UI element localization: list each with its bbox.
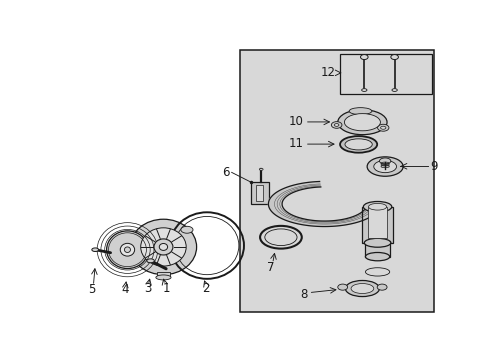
Bar: [368, 207, 386, 238]
Text: 7: 7: [266, 261, 274, 274]
Ellipse shape: [361, 89, 366, 91]
Ellipse shape: [373, 161, 396, 173]
Text: 11: 11: [288, 137, 303, 150]
Ellipse shape: [337, 110, 386, 135]
Text: 5: 5: [88, 283, 96, 296]
Ellipse shape: [366, 157, 402, 176]
Bar: [365, 242, 389, 257]
Ellipse shape: [379, 158, 390, 164]
Ellipse shape: [380, 126, 385, 129]
Text: 10: 10: [288, 115, 303, 128]
Bar: [362, 207, 392, 243]
Polygon shape: [268, 181, 376, 226]
Ellipse shape: [124, 247, 130, 252]
Ellipse shape: [345, 280, 379, 297]
Text: 6: 6: [222, 166, 229, 179]
Bar: [255, 185, 263, 201]
Ellipse shape: [365, 268, 389, 276]
Ellipse shape: [106, 231, 148, 269]
Ellipse shape: [365, 252, 389, 261]
Ellipse shape: [331, 122, 341, 128]
Ellipse shape: [130, 219, 196, 275]
Text: 2: 2: [202, 282, 209, 295]
Ellipse shape: [334, 123, 338, 126]
Bar: [156, 272, 170, 278]
Bar: [339, 54, 431, 94]
Ellipse shape: [376, 284, 386, 290]
Ellipse shape: [154, 239, 173, 255]
Ellipse shape: [92, 248, 99, 252]
Ellipse shape: [141, 228, 186, 266]
Ellipse shape: [120, 243, 134, 256]
Ellipse shape: [181, 226, 193, 233]
Ellipse shape: [146, 259, 154, 263]
Ellipse shape: [344, 114, 380, 131]
Ellipse shape: [390, 55, 398, 59]
Ellipse shape: [391, 89, 396, 91]
Ellipse shape: [350, 284, 373, 293]
Ellipse shape: [368, 203, 386, 210]
Ellipse shape: [360, 55, 367, 59]
Ellipse shape: [159, 243, 167, 251]
Ellipse shape: [337, 284, 347, 290]
Ellipse shape: [344, 139, 371, 150]
Ellipse shape: [259, 168, 263, 170]
Bar: [250, 182, 268, 204]
Bar: [240, 50, 433, 312]
Ellipse shape: [364, 238, 390, 247]
Text: 3: 3: [143, 282, 151, 295]
Ellipse shape: [348, 108, 371, 114]
Ellipse shape: [363, 202, 391, 212]
Text: 12: 12: [320, 66, 335, 79]
Text: 4: 4: [121, 283, 128, 296]
Ellipse shape: [339, 136, 376, 153]
Text: 8: 8: [300, 288, 307, 301]
Ellipse shape: [156, 275, 171, 280]
Text: 1: 1: [163, 282, 170, 295]
Ellipse shape: [377, 124, 388, 131]
Text: 9: 9: [430, 160, 437, 173]
